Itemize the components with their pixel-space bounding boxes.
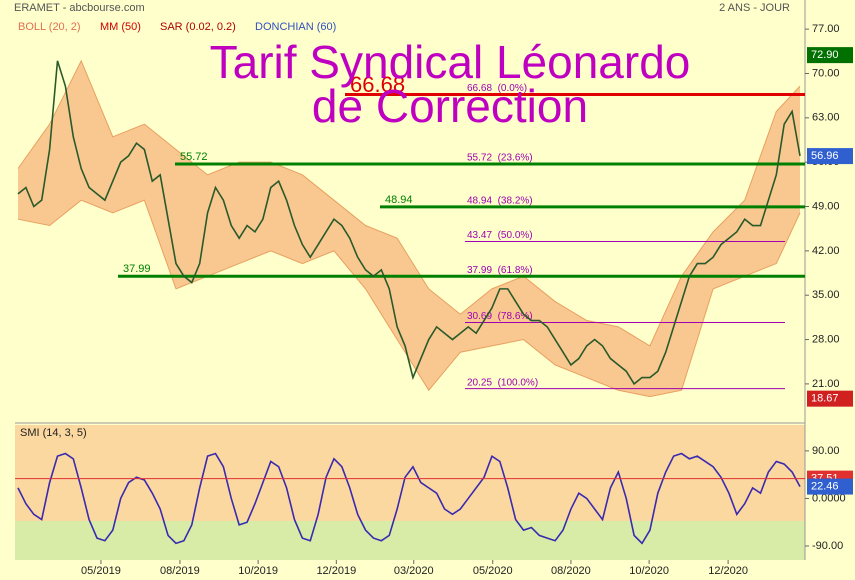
x-tick-label: 03/2020 (394, 565, 434, 577)
fib-label: 43.47 (50.0%) (467, 230, 533, 241)
x-tick-label: 05/2020 (473, 565, 513, 577)
smi-title: SMI (14, 3, 5) (20, 427, 87, 439)
price-badge-label: 72.90 (811, 49, 839, 61)
y-tick-label: 90.00 (812, 445, 840, 457)
y-tick-label: 42.00 (812, 245, 840, 257)
indicator-legend: SAR (0.02, 0.2) (160, 21, 236, 33)
y-tick-label: 35.00 (812, 289, 840, 301)
x-tick-label: 12/2019 (316, 565, 356, 577)
resistance-label: 66.68 (350, 72, 405, 97)
x-tick-label: 08/2019 (160, 565, 200, 577)
price-badge-label: 22.46 (811, 480, 839, 492)
source: ERAMET - abcbourse.com (14, 2, 145, 14)
price-line (17, 60, 801, 386)
x-tick-label: 05/2019 (81, 565, 121, 577)
price-badge (807, 148, 853, 165)
x-tick-label: 10/2019 (238, 565, 278, 577)
fib-label: 20.25 (100.0%) (467, 377, 538, 388)
indicator-legend: MM (50) (100, 21, 141, 33)
x-tick-label: 12/2020 (708, 565, 748, 577)
support-label: 48.94 (385, 194, 413, 206)
price-badge (807, 390, 853, 407)
oversold-zone (15, 521, 805, 560)
indicator-legend: DONCHIAN (60) (255, 21, 336, 33)
y-tick-label: 21.00 (812, 378, 840, 390)
price-badge-label: 56.96 (811, 150, 839, 162)
price-badge-label: 18.67 (811, 393, 839, 405)
y-tick-label: -90.00 (812, 540, 843, 552)
y-tick-label: 0.0000 (812, 492, 846, 504)
x-tick-label: 10/2020 (629, 565, 669, 577)
fib-label: 55.72 (23.6%) (467, 153, 533, 164)
overbought-zone (15, 425, 805, 521)
y-tick-label: 28.00 (812, 333, 840, 345)
y-tick-label: 70.00 (812, 67, 840, 79)
band-lower (17, 199, 801, 398)
fib-label: 48.94 (38.2%) (467, 196, 533, 207)
x-tick-label: 08/2020 (551, 565, 591, 577)
y-tick-label: 49.00 (812, 200, 840, 212)
period: 2 ANS - JOUR (719, 2, 790, 14)
bollinger-band (18, 60, 800, 397)
price-badge (807, 47, 853, 64)
fib-label: 66.68 (0.0%) (467, 83, 527, 94)
indicator-legend: BOLL (20, 2) (18, 21, 81, 33)
chart-title: de Correction (312, 80, 588, 132)
band-upper (17, 59, 801, 347)
y-tick-label: 63.00 (812, 112, 840, 124)
price-badge (807, 478, 853, 495)
fib-label: 30.69 (78.6%) (467, 311, 533, 322)
y-tick-label: 77.00 (812, 23, 840, 35)
support-label: 55.72 (180, 151, 208, 163)
chart-title: Tarif Syndical Léonardo (210, 36, 691, 88)
price-line (17, 452, 801, 545)
fib-label: 37.99 (61.8%) (467, 265, 533, 276)
support-label: 37.99 (123, 263, 151, 275)
